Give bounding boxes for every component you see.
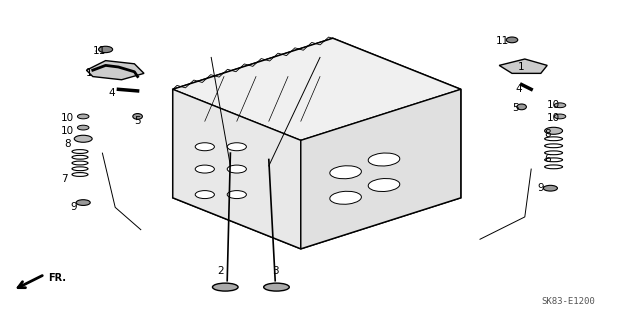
Text: 8: 8 [64,138,70,149]
Ellipse shape [554,114,566,119]
Text: 1: 1 [86,68,93,78]
Polygon shape [499,59,547,73]
Text: 4: 4 [109,87,115,98]
Ellipse shape [74,135,92,142]
Ellipse shape [227,165,246,173]
Ellipse shape [330,166,362,179]
Polygon shape [86,61,144,80]
Text: 11: 11 [496,36,509,47]
Ellipse shape [543,185,557,191]
Text: SK83-E1200: SK83-E1200 [541,297,595,306]
Text: 11: 11 [93,46,106,56]
Ellipse shape [506,37,518,43]
Ellipse shape [212,283,238,291]
Text: 10: 10 [61,113,74,123]
Ellipse shape [77,125,89,130]
Ellipse shape [517,104,526,110]
Ellipse shape [195,143,214,151]
Text: 7: 7 [61,174,67,184]
Ellipse shape [77,114,89,119]
Text: 10: 10 [547,100,560,110]
Text: 9: 9 [538,183,544,193]
Ellipse shape [76,200,90,205]
Text: 10: 10 [547,113,560,123]
Text: 6: 6 [544,154,550,165]
Ellipse shape [545,127,563,134]
Text: 5: 5 [512,103,518,114]
Text: FR.: FR. [48,272,66,283]
Ellipse shape [330,191,362,204]
Text: 1: 1 [518,62,525,72]
Ellipse shape [368,153,400,166]
Ellipse shape [227,190,246,198]
Text: 10: 10 [61,126,74,136]
Text: 9: 9 [70,202,77,212]
Polygon shape [301,89,461,249]
Ellipse shape [195,190,214,198]
Ellipse shape [227,143,246,151]
Polygon shape [173,89,301,249]
Text: 5: 5 [134,116,141,126]
Text: 3: 3 [272,266,278,276]
Text: 2: 2 [218,266,224,276]
Ellipse shape [368,179,400,191]
Ellipse shape [554,103,566,108]
Ellipse shape [264,283,289,291]
Text: 8: 8 [544,129,550,139]
Ellipse shape [99,46,113,53]
Ellipse shape [195,165,214,173]
Polygon shape [173,38,461,140]
Text: 4: 4 [515,84,522,94]
Ellipse shape [133,114,143,119]
